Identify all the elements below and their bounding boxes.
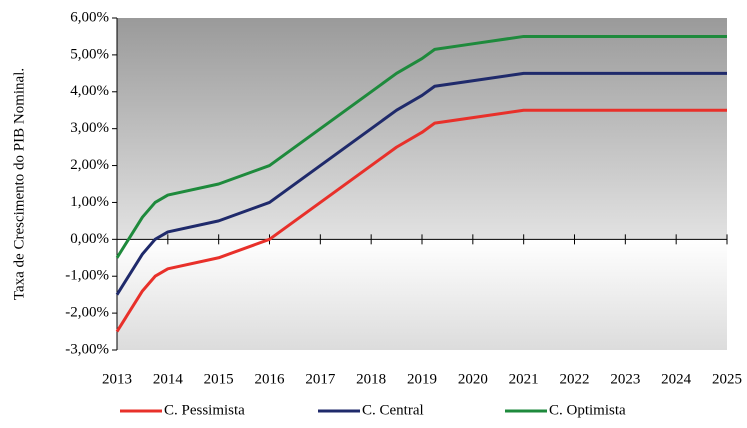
- x-tick-label: 2015: [204, 371, 234, 387]
- y-axis-label: Taxa de Crescimento do PIB Nominal.: [11, 68, 27, 300]
- y-tick-label: 6,00%: [70, 9, 109, 25]
- x-tick-label: 2023: [610, 371, 640, 387]
- x-tick-label: 2025: [712, 371, 742, 387]
- x-tick-label: 2014: [153, 371, 184, 387]
- y-tick-label: 0,00%: [70, 231, 109, 247]
- x-tick-label: 2024: [661, 371, 692, 387]
- x-tick-label: 2016: [255, 371, 286, 387]
- legend-label: C. Optimista: [549, 402, 626, 418]
- y-tick-label: 2,00%: [70, 157, 109, 173]
- x-tick-label: 2019: [407, 371, 437, 387]
- legend-label: C. Pessimista: [164, 402, 245, 418]
- y-tick-label: 5,00%: [70, 46, 109, 62]
- y-tick-label: 3,00%: [70, 120, 109, 136]
- y-tick-label: -2,00%: [65, 305, 109, 321]
- x-tick-label: 2020: [458, 371, 488, 387]
- x-tick-label: 2018: [356, 371, 386, 387]
- x-tick-label: 2021: [509, 371, 539, 387]
- x-tick-label: 2022: [560, 371, 590, 387]
- x-tick-label: 2017: [305, 371, 336, 387]
- y-tick-label: -3,00%: [65, 341, 109, 357]
- y-tick-label: 4,00%: [70, 83, 109, 99]
- series-line: [115, 34, 727, 259]
- x-tick-label: 2013: [102, 371, 132, 387]
- y-tick-label: 1,00%: [70, 194, 109, 210]
- y-tick-label: -1,00%: [65, 268, 109, 284]
- plot-area: [117, 18, 727, 350]
- series-line: [115, 71, 727, 296]
- series-line: [115, 108, 727, 333]
- legend-label: C. Central: [362, 402, 424, 418]
